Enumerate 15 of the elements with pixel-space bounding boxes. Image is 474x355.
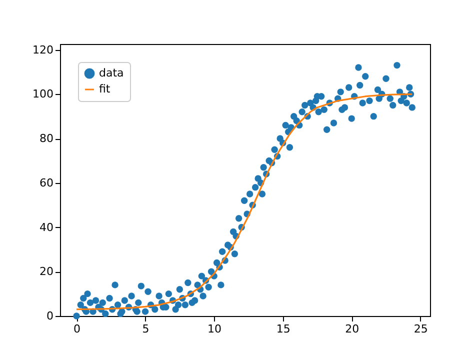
y-tick-label: 80 xyxy=(40,132,54,146)
x-tick-label: 5 xyxy=(142,322,150,336)
x-tick-label: 25 xyxy=(414,322,428,336)
x-tick-label: 15 xyxy=(276,322,290,336)
x-tick-label: 20 xyxy=(345,322,360,336)
y-tick-label: 40 xyxy=(40,220,54,234)
y-tick-label: 20 xyxy=(40,265,54,278)
x-tick-label: 10 xyxy=(208,322,222,336)
y-tick-label: 120 xyxy=(32,43,54,56)
x-tick-label: 0 xyxy=(74,322,81,336)
y-tick-label: 0 xyxy=(46,310,54,322)
y-tick-label: 100 xyxy=(32,88,54,101)
y-tick-label: 60 xyxy=(40,176,54,190)
legend-label: fit xyxy=(99,82,111,96)
legend-label: data xyxy=(99,66,124,80)
